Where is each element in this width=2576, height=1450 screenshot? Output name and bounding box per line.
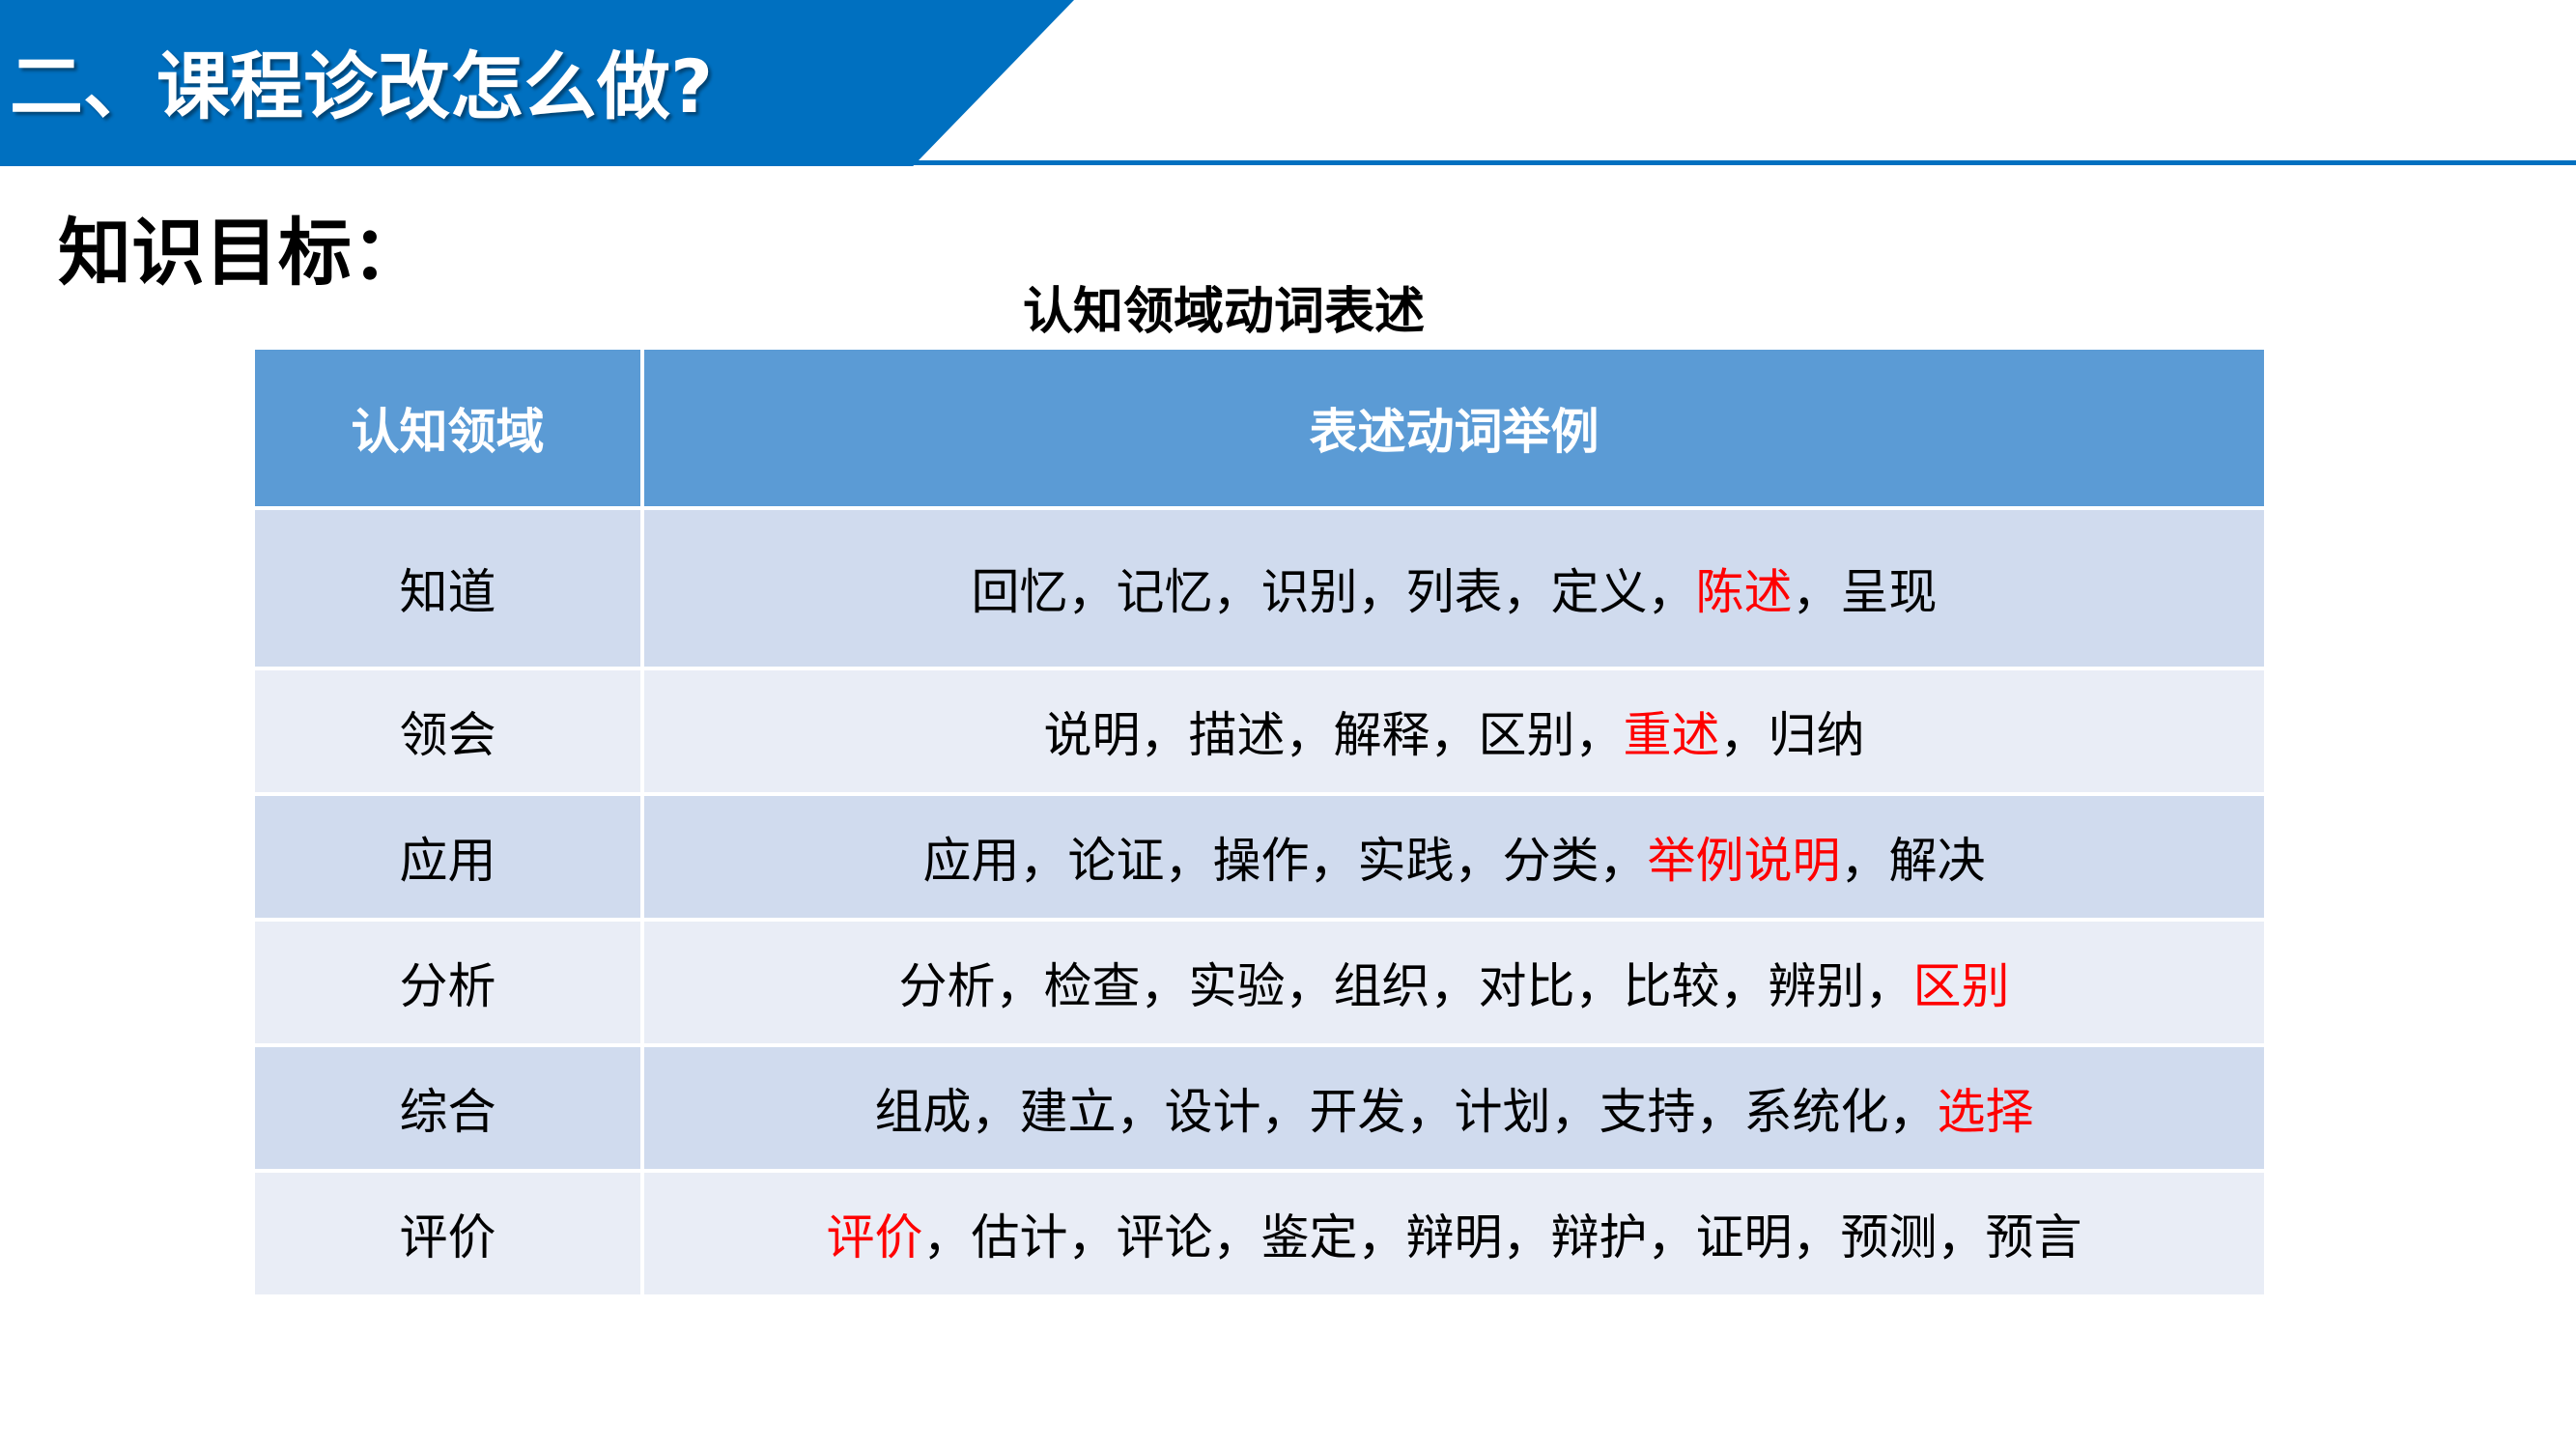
highlighted-verb: 举例说明 (1647, 833, 1841, 889)
table-row: 知道 回忆，记忆，识别，列表，定义，陈述，呈现 (251, 506, 2268, 670)
verb-text: ，估计，评论，鉴定，辩明，辩护，证明，预测，预言 (922, 1209, 2082, 1265)
highlighted-verb: 陈述 (1695, 564, 1793, 620)
highlighted-verb: 评价 (826, 1209, 923, 1265)
header-banner (0, 0, 1074, 166)
slide-title: 二、课程诊改怎么做? (10, 43, 714, 129)
table-row: 分析 分析，检查，实验，组织，对比，比较，辨别，区别 (251, 918, 2268, 1047)
table-row: 评价 评价，估计，评论，鉴定，辩明，辩护，证明，预测，预言 (251, 1169, 2268, 1298)
domain-cell: 领会 (251, 667, 644, 796)
verbs-cell: 组成，建立，设计，开发，计划，支持，系统化，选择 (640, 1043, 2268, 1173)
verbs-cell: 分析，检查，实验，组织，对比，比较，辨别，区别 (640, 918, 2268, 1047)
verb-text: ，解决 (1840, 833, 1986, 889)
table-title: 认知领域动词表述 (1022, 283, 1425, 341)
domain-cell: 应用 (251, 792, 644, 922)
verb-text: 分析，检查，实验，组织，对比，比较，辨别， (898, 958, 1913, 1014)
verbs-cell: 回忆，记忆，识别，列表，定义，陈述，呈现 (640, 506, 2268, 670)
highlighted-verb: 重述 (1623, 707, 1720, 763)
verb-text: ，呈现 (1792, 564, 1938, 620)
verb-text: 说明，描述，解释，区别， (1043, 707, 1624, 763)
highlighted-verb: 选择 (1937, 1084, 2034, 1140)
verbs-cell: 说明，描述，解释，区别，重述，归纳 (640, 667, 2268, 796)
column-header: 认知领域 (251, 346, 644, 510)
table-row: 领会 说明，描述，解释，区别，重述，归纳 (251, 667, 2268, 796)
table-row: 综合 组成，建立，设计，开发，计划，支持，系统化，选择 (251, 1043, 2268, 1173)
domain-cell: 知道 (251, 506, 644, 670)
header-rule (898, 160, 2576, 165)
verb-text: 应用，论证，操作，实践，分类， (922, 833, 1648, 889)
verbs-cell: 评价，估计，评论，鉴定，辩明，辩护，证明，预测，预言 (640, 1169, 2268, 1298)
verb-text: 回忆，记忆，识别，列表，定义， (971, 564, 1696, 620)
verb-text: 组成，建立，设计，开发，计划，支持，系统化， (874, 1084, 1938, 1140)
verb-text: ，归纳 (1719, 707, 1865, 763)
highlighted-verb: 区别 (1912, 958, 2010, 1014)
domain-cell: 综合 (251, 1043, 644, 1173)
column-header: 表述动词举例 (640, 346, 2268, 510)
section-heading: 知识目标： (58, 210, 425, 296)
domain-cell: 分析 (251, 918, 644, 1047)
verb-table: 认知领域 表述动词举例 知道 回忆，记忆，识别，列表，定义，陈述，呈现 领会 说明，描… (251, 346, 2268, 1298)
verbs-cell: 应用，论证，操作，实践，分类，举例说明，解决 (640, 792, 2268, 922)
table-header-row: 认知领域 表述动词举例 (251, 346, 2268, 510)
table-row: 应用 应用，论证，操作，实践，分类，举例说明，解决 (251, 792, 2268, 922)
domain-cell: 评价 (251, 1169, 644, 1298)
